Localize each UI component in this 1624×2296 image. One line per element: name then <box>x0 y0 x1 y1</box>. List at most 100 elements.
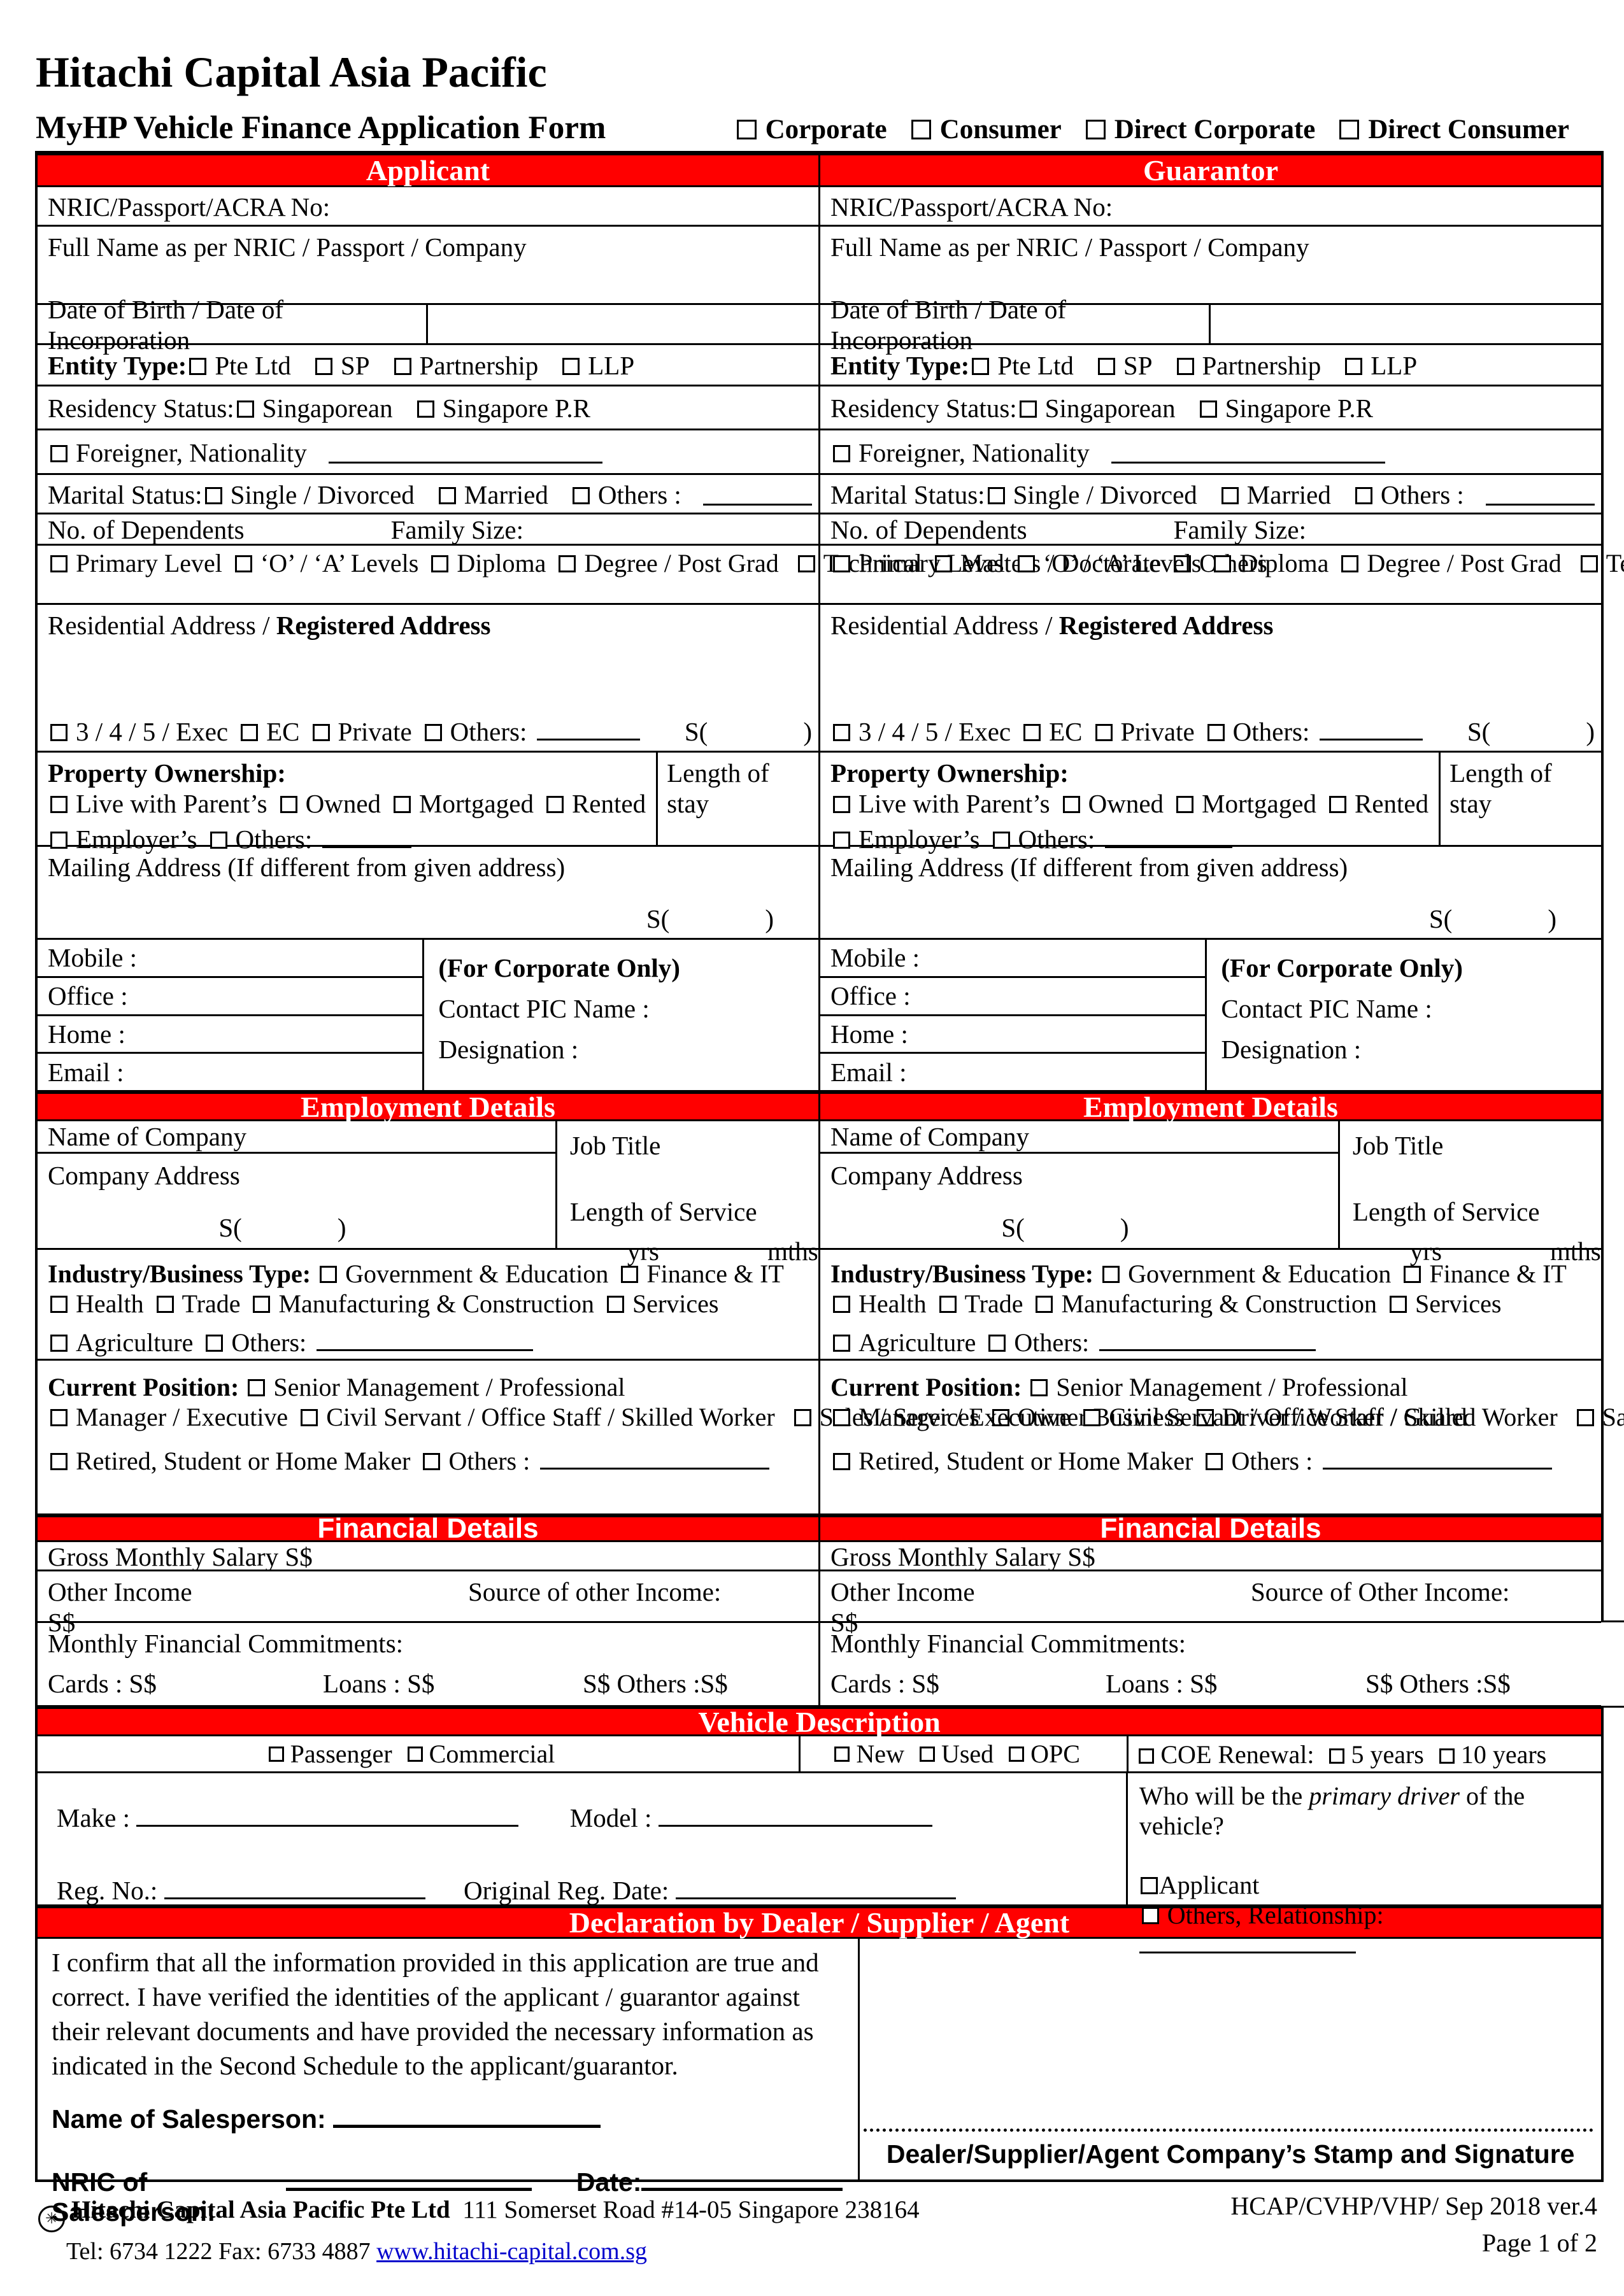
checkbox[interactable] <box>1095 724 1113 741</box>
checkbox[interactable] <box>241 724 259 741</box>
vehicle-make-cell[interactable]: Make : Model : Reg. No.: Original Reg. D… <box>38 1773 1126 1905</box>
checkbox[interactable] <box>972 358 990 375</box>
dob-value-cell[interactable] <box>1211 305 1601 343</box>
checkbox[interactable] <box>1085 120 1106 139</box>
checkbox[interactable] <box>417 400 434 418</box>
checkbox[interactable] <box>1017 555 1035 572</box>
checkbox[interactable] <box>1221 486 1239 504</box>
blank-line[interactable] <box>658 1804 932 1827</box>
guarantor-other-income-row[interactable]: Other Income Source of Other Income: S$ <box>820 1571 1601 1637</box>
company-address-cell[interactable]: Company Address S() <box>820 1154 1338 1248</box>
checkbox[interactable] <box>1329 1748 1345 1764</box>
length-of-stay-cell[interactable]: Length of stay <box>1439 753 1601 845</box>
guarantor-dob-row[interactable]: Date of Birth / Date of Incorporation <box>820 295 1601 355</box>
checkbox[interactable] <box>301 1409 318 1426</box>
checkbox[interactable] <box>1214 555 1232 572</box>
checkbox[interactable] <box>438 486 456 504</box>
checkbox[interactable] <box>50 724 68 741</box>
applicant-commitments-row[interactable]: Monthly Financial Commitments: Cards : S… <box>38 1623 818 1707</box>
blank-line[interactable] <box>164 1877 425 1899</box>
checkbox[interactable] <box>1580 555 1598 572</box>
name-of-company-row[interactable]: Name of Company <box>820 1121 1338 1154</box>
checkbox[interactable] <box>50 1335 68 1352</box>
checkbox[interactable] <box>833 555 850 572</box>
blank-line[interactable] <box>328 441 602 464</box>
office-row[interactable]: Office : <box>820 978 1206 1016</box>
blank-line[interactable] <box>540 1447 770 1470</box>
blank-line[interactable] <box>1111 441 1385 464</box>
guarantor-nric-row[interactable]: NRIC/Passport/ACRA No: <box>820 187 1601 227</box>
checkbox[interactable] <box>797 555 815 572</box>
blank-line[interactable] <box>1105 826 1233 848</box>
checkbox[interactable] <box>50 1296 68 1313</box>
checkbox[interactable] <box>280 796 297 813</box>
blank-line[interactable] <box>322 826 412 848</box>
checkbox[interactable] <box>987 486 1005 504</box>
applicant-other-income-row[interactable]: Other Income Source of other Income: S$ <box>38 1571 818 1637</box>
blank-line[interactable] <box>285 2167 532 2192</box>
checkbox[interactable] <box>424 724 442 741</box>
checkbox[interactable] <box>253 1296 271 1313</box>
corporate-contact-cell[interactable]: (For Corporate Only) Contact PIC Name : … <box>1205 940 1601 1090</box>
checkbox[interactable] <box>236 400 254 418</box>
email-row[interactable]: Email : <box>38 1054 422 1090</box>
applicant-nric-row[interactable]: NRIC/Passport/ACRA No: <box>38 187 818 227</box>
checkbox[interactable] <box>248 1379 266 1396</box>
postal-code-field[interactable]: S() <box>646 904 774 933</box>
home-row[interactable]: Home : <box>38 1016 423 1054</box>
checkbox[interactable] <box>988 1335 1006 1352</box>
corporate-contact-cell[interactable]: (For Corporate Only) Contact PIC Name : … <box>422 940 818 1090</box>
length-of-stay-cell[interactable]: Length of stay <box>656 753 818 845</box>
checkbox[interactable] <box>834 1746 850 1762</box>
blank-line[interactable] <box>675 1877 956 1899</box>
footer-website-link[interactable]: www.hitachi-capital.com.sg <box>376 2237 648 2265</box>
postal-code-field[interactable]: S() <box>1428 904 1556 933</box>
checkbox[interactable] <box>572 486 590 504</box>
mobile-row[interactable]: Mobile : <box>820 940 1206 978</box>
blank-line[interactable] <box>641 2167 843 2192</box>
home-row[interactable]: Home : <box>820 1016 1206 1054</box>
blank-line[interactable] <box>333 2104 601 2129</box>
guarantor-gross-salary-row[interactable]: Gross Monthly Salary S$ <box>820 1542 1601 1571</box>
email-row[interactable]: Email : <box>820 1054 1205 1090</box>
checkbox[interactable] <box>394 358 411 375</box>
checkbox[interactable] <box>407 1746 423 1762</box>
checkbox[interactable] <box>1576 1409 1594 1426</box>
checkbox[interactable] <box>939 1296 957 1313</box>
checkbox[interactable] <box>919 1746 935 1762</box>
blank-line[interactable] <box>317 1329 534 1351</box>
checkbox[interactable] <box>1174 555 1192 572</box>
checkbox[interactable] <box>204 486 222 504</box>
checkbox[interactable] <box>1176 796 1194 813</box>
checkbox[interactable] <box>50 1409 68 1426</box>
checkbox[interactable] <box>1023 724 1041 741</box>
blank-line[interactable] <box>1485 483 1595 506</box>
checkbox[interactable] <box>1341 555 1359 572</box>
dob-value-cell[interactable] <box>428 305 818 343</box>
checkbox[interactable] <box>934 555 952 572</box>
checkbox[interactable] <box>431 555 449 572</box>
blank-line[interactable] <box>702 483 812 506</box>
applicant-gross-salary-row[interactable]: Gross Monthly Salary S$ <box>38 1542 818 1571</box>
checkbox[interactable] <box>1009 1746 1025 1762</box>
checkbox[interactable] <box>268 1746 284 1762</box>
checkbox[interactable] <box>50 555 68 572</box>
checkbox[interactable] <box>546 796 564 813</box>
checkbox[interactable] <box>1102 1266 1120 1283</box>
checkbox[interactable] <box>1207 724 1225 741</box>
postal-code-field[interactable]: S() <box>1001 1213 1129 1242</box>
blank-line[interactable] <box>1099 1329 1316 1351</box>
checkbox[interactable] <box>1139 1748 1155 1764</box>
postal-code-field[interactable]: S() <box>684 717 812 746</box>
checkbox[interactable] <box>1097 358 1115 375</box>
checkbox[interactable] <box>833 1409 850 1426</box>
checkbox[interactable] <box>833 832 850 849</box>
checkbox[interactable] <box>559 555 576 572</box>
checkbox[interactable] <box>911 120 931 139</box>
checkbox[interactable] <box>206 1335 224 1352</box>
blank-line[interactable] <box>1323 1447 1553 1470</box>
checkbox[interactable] <box>833 796 850 813</box>
checkbox[interactable] <box>606 1296 624 1313</box>
blank-line[interactable] <box>1139 1931 1356 1953</box>
checkbox[interactable] <box>1062 796 1080 813</box>
